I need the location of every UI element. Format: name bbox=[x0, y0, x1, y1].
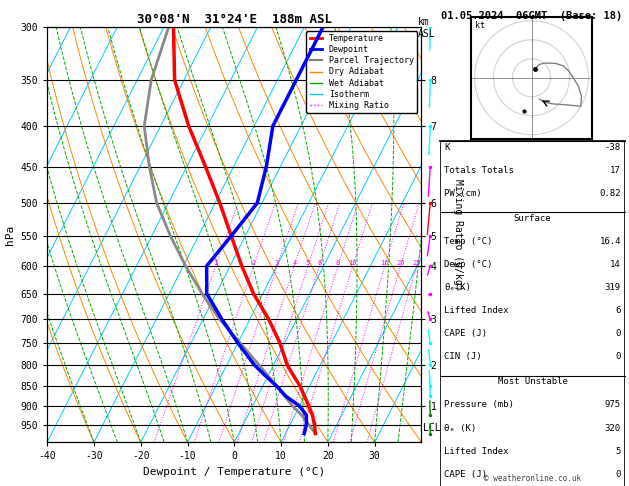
Text: 16: 16 bbox=[381, 260, 389, 266]
Text: CAPE (J): CAPE (J) bbox=[444, 330, 487, 338]
Text: θₑ(K): θₑ(K) bbox=[444, 283, 471, 292]
Text: km
ASL: km ASL bbox=[418, 17, 436, 38]
Text: 6: 6 bbox=[616, 306, 621, 315]
Text: Totals Totals: Totals Totals bbox=[444, 166, 514, 175]
Text: PW (cm): PW (cm) bbox=[444, 189, 482, 198]
Text: CAPE (J): CAPE (J) bbox=[444, 470, 487, 479]
Text: CIN (J): CIN (J) bbox=[444, 352, 482, 362]
Text: Lifted Index: Lifted Index bbox=[444, 306, 508, 315]
Text: Lifted Index: Lifted Index bbox=[444, 447, 508, 456]
Text: 14: 14 bbox=[610, 260, 621, 269]
Text: 0: 0 bbox=[616, 352, 621, 362]
Text: 20: 20 bbox=[396, 260, 405, 266]
Text: Most Unstable: Most Unstable bbox=[498, 377, 567, 386]
Text: 2: 2 bbox=[252, 260, 256, 266]
Text: 1: 1 bbox=[214, 260, 218, 266]
Text: 0: 0 bbox=[616, 330, 621, 338]
Text: 6: 6 bbox=[318, 260, 321, 266]
Text: 3: 3 bbox=[275, 260, 279, 266]
Text: Surface: Surface bbox=[514, 214, 551, 223]
Text: 975: 975 bbox=[605, 400, 621, 409]
Text: LCL: LCL bbox=[423, 423, 440, 433]
Text: K: K bbox=[444, 143, 449, 152]
Text: 5: 5 bbox=[306, 260, 310, 266]
Text: 8: 8 bbox=[336, 260, 340, 266]
Text: Temp (°C): Temp (°C) bbox=[444, 237, 493, 246]
Legend: Temperature, Dewpoint, Parcel Trajectory, Dry Adiabat, Wet Adiabat, Isotherm, Mi: Temperature, Dewpoint, Parcel Trajectory… bbox=[306, 31, 417, 113]
Text: Pressure (mb): Pressure (mb) bbox=[444, 400, 514, 409]
Text: 01.05.2024  06GMT  (Base: 18): 01.05.2024 06GMT (Base: 18) bbox=[441, 11, 622, 21]
Text: kt: kt bbox=[474, 21, 484, 30]
Text: 25: 25 bbox=[413, 260, 421, 266]
Text: 0.82: 0.82 bbox=[599, 189, 621, 198]
Text: 5: 5 bbox=[616, 447, 621, 456]
Y-axis label: hPa: hPa bbox=[5, 225, 15, 244]
Text: 17: 17 bbox=[610, 166, 621, 175]
Text: 16.4: 16.4 bbox=[599, 237, 621, 246]
X-axis label: Dewpoint / Temperature (°C): Dewpoint / Temperature (°C) bbox=[143, 467, 325, 477]
Text: 10: 10 bbox=[348, 260, 357, 266]
Text: 320: 320 bbox=[605, 423, 621, 433]
Title: 30°08'N  31°24'E  188m ASL: 30°08'N 31°24'E 188m ASL bbox=[136, 13, 332, 26]
Text: 0: 0 bbox=[616, 470, 621, 479]
Text: Dewp (°C): Dewp (°C) bbox=[444, 260, 493, 269]
Text: © weatheronline.co.uk: © weatheronline.co.uk bbox=[484, 473, 581, 483]
Text: -38: -38 bbox=[605, 143, 621, 152]
Y-axis label: Mixing Ratio (g/kg): Mixing Ratio (g/kg) bbox=[453, 179, 463, 290]
Text: 4: 4 bbox=[292, 260, 296, 266]
Text: 319: 319 bbox=[605, 283, 621, 292]
Text: θₑ (K): θₑ (K) bbox=[444, 423, 476, 433]
